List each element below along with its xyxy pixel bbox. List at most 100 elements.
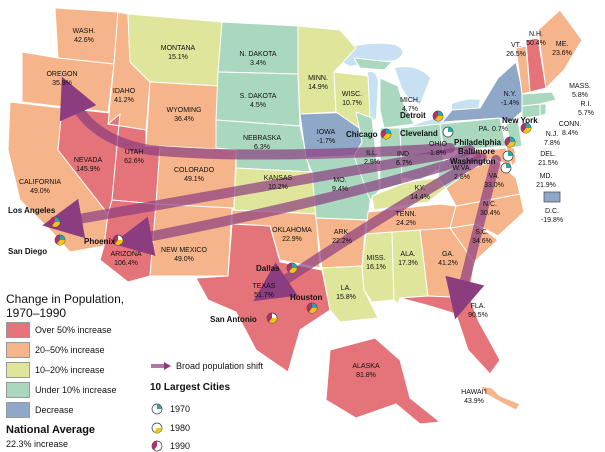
city-year-1980: 1980 — [150, 421, 190, 435]
label-wyoming: WYOMING 36.4% — [167, 107, 202, 123]
label-va: VA. 33.0% — [484, 173, 504, 189]
national-average-title: National Average — [6, 424, 96, 436]
label-minn: MINN. 14.9% — [308, 75, 328, 91]
legend-label-under10: Under 10% increase — [35, 385, 117, 395]
label-fla: FLA. 90.5% — [468, 303, 488, 319]
city-marker-los-angeles — [49, 216, 61, 228]
city-marker-san-diego — [54, 234, 66, 246]
city-label-washington: Washington — [450, 157, 496, 166]
label-oregon: OREGON 35.9% — [46, 71, 77, 87]
city-marker-chicago — [380, 128, 392, 140]
state-rhodeisland — [539, 103, 547, 117]
state-dc — [543, 191, 561, 203]
legend: Change in Population, 1970–1990 Over 50%… — [6, 292, 156, 449]
city-label-los-angeles: Los Angeles — [8, 206, 56, 215]
city-label-new-york: New York — [502, 116, 538, 125]
city-marker-detroit — [432, 110, 444, 122]
lake-ontario — [452, 99, 480, 110]
label-ala: ALA. 17.3% — [398, 251, 418, 267]
year-1990-label: 1990 — [170, 441, 191, 451]
population-shift-arrows — [42, 76, 501, 320]
label-pa-value: 0.7% — [492, 126, 508, 133]
legend-label-decrease: Decrease — [35, 405, 74, 415]
city-label-phoenix: Phoenix — [84, 237, 116, 246]
state-newmexico — [149, 203, 233, 277]
city-label-dallas: Dallas — [256, 264, 280, 273]
label-sc: S.C. 34.6% — [472, 229, 492, 245]
legend-title-line1: Change in Population, — [6, 292, 125, 306]
legend-item-10-20: 10–20% increase — [6, 360, 156, 380]
label-ga: GA. 41.2% — [438, 251, 458, 267]
city-year-1990: 1990 — [150, 439, 190, 452]
label-alaska: ALASKA 81.8% — [352, 363, 380, 379]
pie-1970-icon — [151, 403, 163, 415]
city-label-san-diego: San Diego — [8, 247, 47, 256]
shift-arrow-texas — [253, 153, 487, 302]
label-nh: N.H. 50.4% — [526, 31, 546, 47]
city-markers — [49, 110, 532, 324]
label-ky: KY. 14.4% — [410, 185, 430, 201]
label-miss: MISS. 16.1% — [366, 255, 386, 271]
label-california: CALIFORNIA 49.0% — [19, 179, 61, 195]
state-michigan — [353, 57, 415, 129]
legend-item-over50: Over 50% increase — [6, 320, 156, 340]
shift-arrow-oregon — [59, 76, 455, 160]
label-wash: WASH. 42.6% — [73, 28, 96, 44]
label-iowa: IOWA -1.7% — [317, 129, 336, 145]
state-alaska — [325, 337, 442, 425]
legend-label-20-50: 20–50% increase — [35, 345, 105, 355]
city-marker-phoenix — [112, 234, 124, 246]
label-ny: N.Y. -1.4% — [501, 91, 519, 107]
label-montana: MONTANA 15.1% — [161, 45, 196, 61]
shift-arrow-icon — [151, 362, 171, 370]
state-maine — [537, 9, 583, 90]
label-kansas: KANSAS 10.2% — [264, 175, 293, 191]
shift-label: Broad population shift — [176, 361, 264, 371]
label-ark: ARK. 22.2% — [332, 229, 352, 245]
year-1980-label: 1980 — [170, 423, 191, 433]
label-del: DEL. 21.5% — [538, 151, 558, 167]
pie-1990-icon — [151, 440, 163, 452]
label-ind: IND. 6.7% — [396, 151, 412, 167]
label-mass: MASS. 5.8% — [569, 83, 591, 99]
label-mo: MO. 9.4% — [332, 177, 348, 193]
shift-arrow-california — [42, 145, 475, 239]
legend-item-20-50: 20–50% increase — [6, 340, 156, 360]
legend-label-10-20: 10–20% increase — [35, 365, 105, 375]
label-wisc: WISC. 10.7% — [342, 91, 362, 107]
legend-item-under10: Under 10% increase — [6, 380, 156, 400]
label-la: LA. 15.8% — [336, 285, 356, 301]
legend-swatch-over50 — [6, 322, 30, 338]
city-label-philadelphia: Philadelphia — [454, 138, 502, 147]
state-massachusetts — [521, 91, 557, 107]
label-hawaii: HAWAI'I 43.9% — [461, 389, 487, 405]
label-nebraska: NEBRASKA 6.3% — [243, 135, 281, 151]
city-marker-houston — [306, 302, 318, 314]
national-average-value: 22.3% increase — [6, 439, 69, 449]
cities-legend-title: 10 Largest Cities — [150, 382, 231, 393]
city-marker-new-york — [520, 122, 532, 134]
label-ndakota: N. DAKOTA 3.4% — [239, 51, 277, 67]
city-marker-philadelphia — [504, 136, 516, 148]
label-ill: ILL. 2.9% — [364, 150, 380, 166]
label-utah: UTAH 62.6% — [124, 149, 144, 165]
label-conn: CONN. 8.4% — [559, 121, 582, 137]
pie-1980-icon — [151, 422, 163, 434]
label-ohio: OHIO 1.8% — [429, 141, 447, 157]
city-marker-san-antonio — [266, 312, 278, 324]
legend-label-over50: Over 50% increase — [35, 325, 112, 335]
legend-item-decrease: Decrease — [6, 400, 156, 420]
legend-swatch-20-50 — [6, 342, 30, 358]
label-ri: R.I. 5.7% — [578, 101, 594, 117]
city-year-1970: 1970 — [150, 402, 190, 416]
city-marker-cleveland — [442, 126, 454, 138]
city-label-baltimore: Baltimore — [458, 147, 495, 156]
label-texas: TEXAS 51.7% — [253, 283, 276, 299]
city-label-chicago: Chicago — [346, 130, 378, 139]
label-vt: VT. 26.5% — [506, 42, 526, 58]
legend-title-line2: 1970–1990 — [6, 306, 67, 320]
label-nevada: NEVADA 145.9% — [74, 157, 103, 173]
city-label-houston: Houston — [290, 293, 323, 302]
city-label-cleveland: Cleveland — [400, 129, 438, 138]
